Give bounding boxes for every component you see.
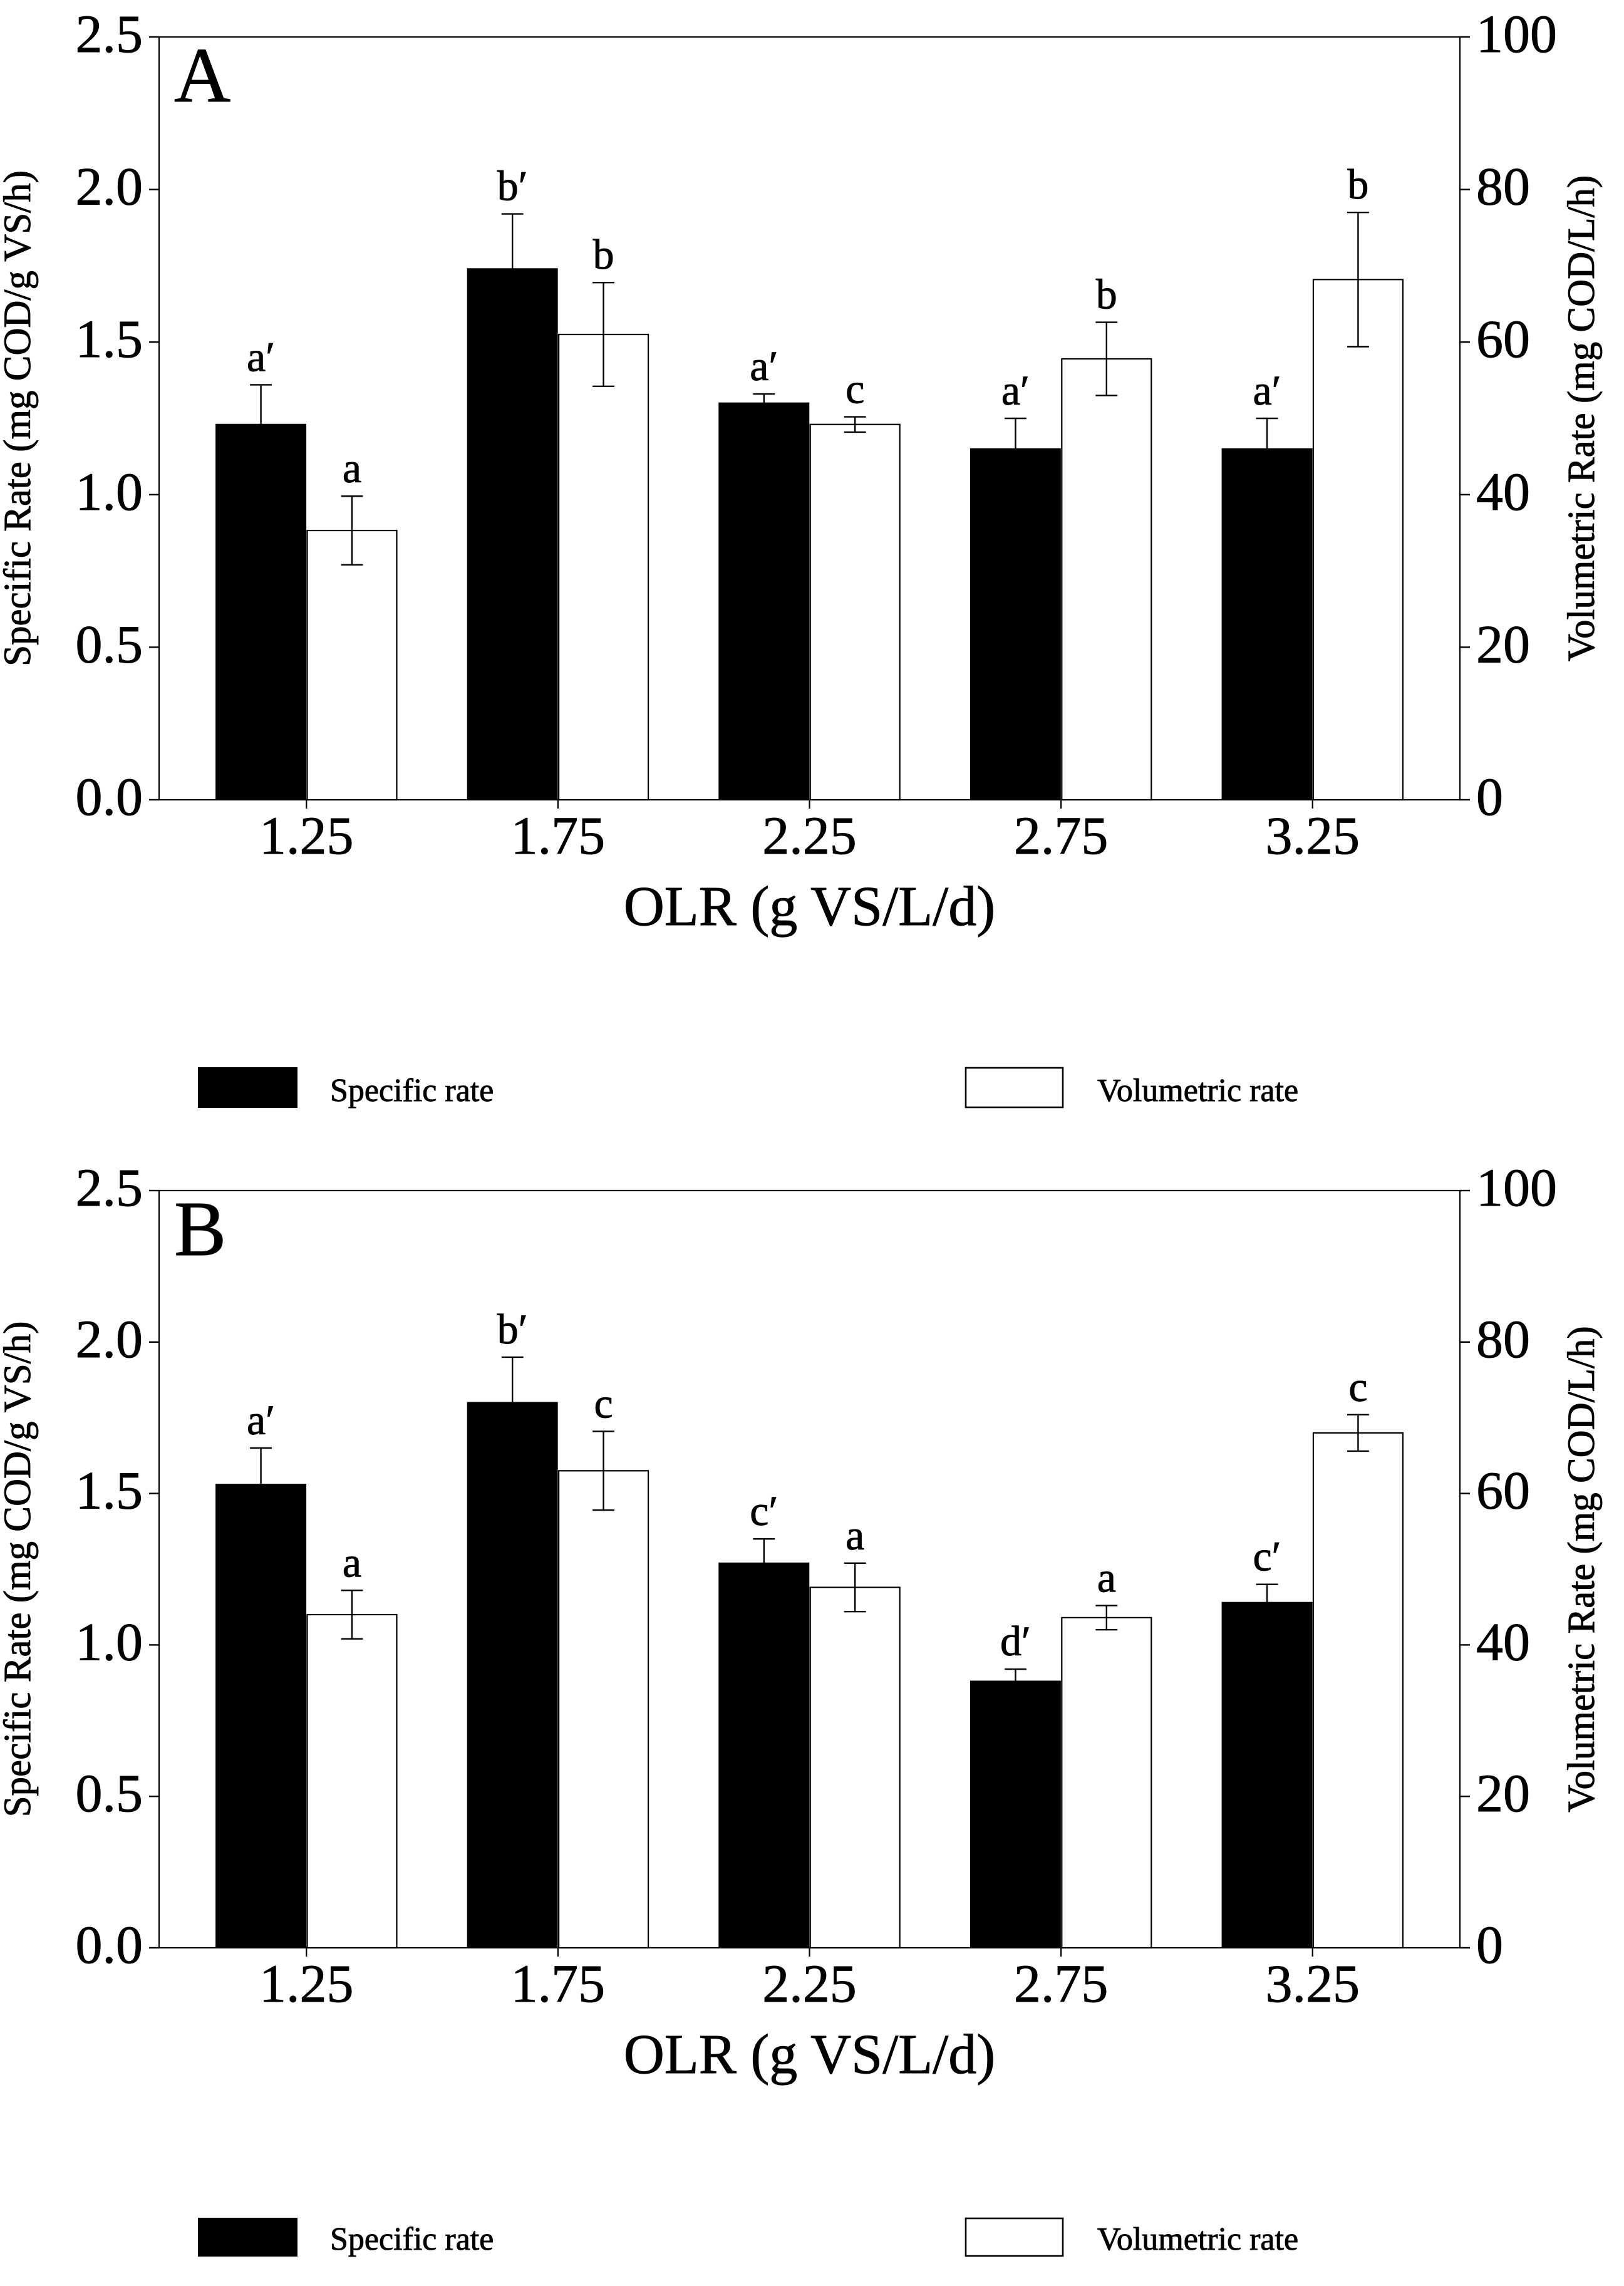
- svg-text:0.5: 0.5: [76, 614, 143, 674]
- svg-text:0: 0: [1476, 1915, 1503, 1975]
- svg-text:1.0: 1.0: [76, 1611, 143, 1672]
- svg-text:a: a: [343, 1538, 361, 1586]
- svg-text:100: 100: [1476, 1157, 1557, 1218]
- svg-text:A: A: [174, 33, 230, 119]
- svg-text:2.25: 2.25: [762, 805, 857, 866]
- svg-text:c: c: [1348, 1363, 1367, 1410]
- svg-text:60: 60: [1476, 309, 1530, 369]
- svg-text:d′: d′: [1000, 1617, 1031, 1665]
- svg-text:Volumetric rate: Volumetric rate: [1097, 2221, 1298, 2257]
- svg-text:2.5: 2.5: [76, 1157, 143, 1218]
- svg-text:3.25: 3.25: [1265, 805, 1360, 866]
- svg-text:Specific rate: Specific rate: [330, 1073, 494, 1109]
- svg-text:1.25: 1.25: [259, 805, 354, 866]
- svg-text:40: 40: [1476, 1611, 1530, 1672]
- svg-text:a: a: [846, 1511, 864, 1559]
- svg-text:0.5: 0.5: [76, 1763, 143, 1823]
- svg-text:20: 20: [1476, 614, 1530, 674]
- svg-text:b: b: [1096, 271, 1117, 318]
- svg-text:OLR (g VS/L/d): OLR (g VS/L/d): [624, 2024, 995, 2086]
- svg-text:OLR (g VS/L/d): OLR (g VS/L/d): [624, 876, 995, 938]
- svg-text:Specific Rate (mg COD/g VS/h): Specific Rate (mg COD/g VS/h): [0, 170, 39, 666]
- svg-text:b′: b′: [497, 1305, 528, 1353]
- svg-text:Volumetric rate: Volumetric rate: [1097, 1073, 1298, 1109]
- svg-text:0.0: 0.0: [76, 767, 143, 827]
- svg-text:Specific rate: Specific rate: [330, 2221, 494, 2257]
- svg-text:1.5: 1.5: [76, 1461, 143, 1521]
- svg-text:40: 40: [1476, 462, 1530, 522]
- svg-text:a′: a′: [247, 1396, 275, 1444]
- svg-text:0: 0: [1476, 767, 1503, 827]
- svg-text:b′: b′: [497, 162, 528, 210]
- svg-text:0.0: 0.0: [76, 1915, 143, 1975]
- svg-text:2.25: 2.25: [762, 1953, 857, 2014]
- svg-text:Volumetric Rate (mg COD/L/h): Volumetric Rate (mg COD/L/h): [1561, 175, 1603, 662]
- svg-text:B: B: [174, 1186, 226, 1273]
- svg-text:Specific Rate (mg COD/g VS/h): Specific Rate (mg COD/g VS/h): [0, 1321, 39, 1818]
- svg-text:20: 20: [1476, 1763, 1530, 1823]
- svg-text:60: 60: [1476, 1461, 1530, 1521]
- svg-text:2.75: 2.75: [1014, 1953, 1109, 2014]
- svg-text:3.25: 3.25: [1265, 1953, 1360, 2014]
- svg-text:a: a: [1097, 1554, 1116, 1601]
- svg-text:a′: a′: [1253, 366, 1281, 414]
- svg-text:1.25: 1.25: [259, 1953, 354, 2014]
- svg-text:1.5: 1.5: [76, 309, 143, 369]
- svg-text:2.5: 2.5: [76, 4, 143, 64]
- svg-text:2.0: 2.0: [76, 1309, 143, 1369]
- svg-text:2.75: 2.75: [1014, 805, 1109, 866]
- svg-text:a′: a′: [247, 333, 275, 380]
- svg-text:a′: a′: [1001, 366, 1030, 414]
- svg-text:100: 100: [1476, 4, 1557, 64]
- svg-text:b: b: [593, 230, 614, 278]
- svg-text:Volumetric Rate (mg COD/L/h): Volumetric Rate (mg COD/L/h): [1561, 1326, 1603, 1813]
- svg-text:c: c: [594, 1379, 613, 1427]
- svg-text:a: a: [343, 444, 361, 492]
- svg-text:b: b: [1347, 160, 1368, 208]
- svg-text:c′: c′: [1253, 1533, 1281, 1580]
- svg-text:1.75: 1.75: [511, 1953, 606, 2014]
- svg-text:2.0: 2.0: [76, 157, 143, 217]
- svg-text:a′: a′: [750, 342, 778, 390]
- svg-text:c: c: [846, 365, 864, 413]
- svg-text:80: 80: [1476, 157, 1530, 217]
- svg-text:80: 80: [1476, 1309, 1530, 1369]
- svg-text:c′: c′: [750, 1487, 778, 1534]
- svg-text:1.75: 1.75: [511, 805, 606, 866]
- svg-text:1.0: 1.0: [76, 462, 143, 522]
